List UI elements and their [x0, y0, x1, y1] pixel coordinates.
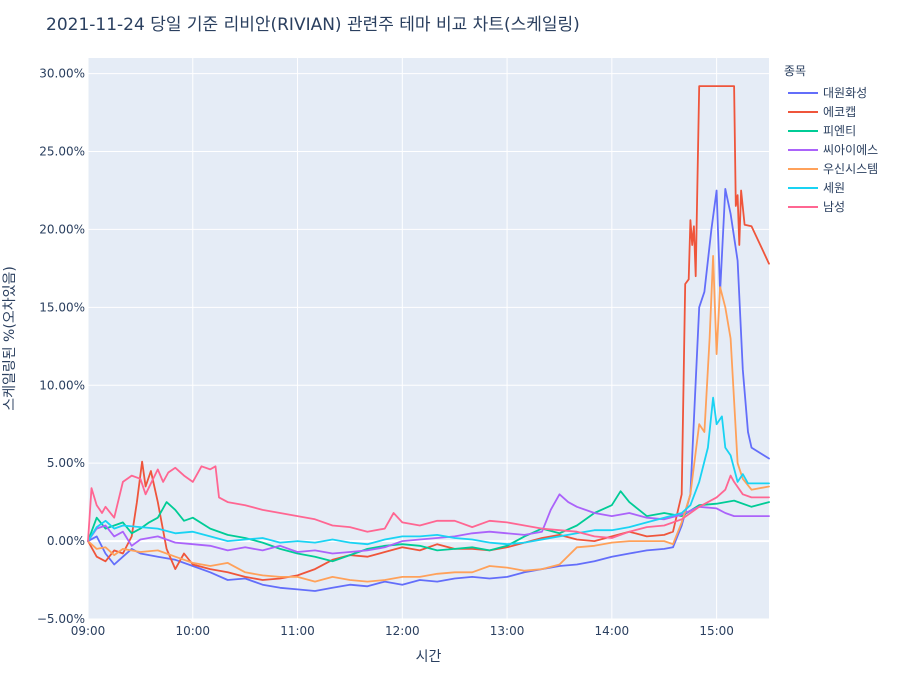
y-tick-label: 0.00% — [47, 534, 85, 548]
x-tick-label: 12:00 — [385, 624, 420, 638]
y-tick-label: −5.00% — [37, 612, 85, 626]
legend-item[interactable]: 남성 — [788, 200, 845, 214]
x-tick-label: 09:00 — [71, 624, 106, 638]
x-tick-label: 10:00 — [175, 624, 210, 638]
y-tick-label: 30.00% — [39, 67, 85, 81]
x-axis-title: 시간 — [416, 649, 442, 665]
grid-lines — [87, 58, 769, 620]
series-line-4 — [87, 493, 770, 555]
x-tick-label: 15:00 — [699, 624, 734, 638]
legend-item[interactable]: 에코캡 — [788, 105, 856, 119]
y-tick-label: 5.00% — [47, 456, 85, 470]
chart-title: 2021-11-24 당일 기준 리비안(RIVIAN) 관련주 테마 비교 차… — [46, 15, 580, 35]
series-line-7 — [87, 465, 770, 542]
series-line-3 — [87, 490, 770, 563]
y-axis-title: 스케일링된 %(오차있음) — [2, 266, 18, 411]
y-tick-label: 25.00% — [39, 145, 85, 159]
series-line-5 — [87, 255, 770, 583]
legend-title: 종목 — [784, 64, 806, 78]
y-tick-label: 10.00% — [39, 378, 85, 392]
legend-label: 피엔티 — [823, 124, 856, 138]
series-line-2 — [87, 85, 770, 581]
series-line-1 — [87, 188, 770, 592]
legend-item[interactable]: 대원화성 — [788, 86, 867, 100]
legend-item[interactable]: 우신시스템 — [788, 162, 878, 176]
y-tick-label: 15.00% — [39, 300, 85, 314]
legend-item[interactable]: 씨아이에스 — [788, 143, 878, 157]
legend-item[interactable]: 세원 — [788, 181, 845, 195]
legend-label: 에코캡 — [823, 105, 856, 119]
x-tick-label: 13:00 — [490, 624, 525, 638]
series-line-6 — [87, 396, 770, 546]
legend-item[interactable]: 피엔티 — [788, 124, 856, 138]
legend-label: 세원 — [823, 181, 845, 195]
legend-label: 대원화성 — [823, 86, 867, 100]
x-tick-label: 14:00 — [595, 624, 630, 638]
axes: −5.00% 0.00% 5.00% 10.00% 15.00% 20.00% 25.00%… — [37, 67, 734, 638]
legend-label: 남성 — [823, 200, 845, 214]
series-lines — [87, 85, 770, 592]
x-tick-label: 11:00 — [280, 624, 315, 638]
legend-label: 씨아이에스 — [823, 143, 878, 157]
y-tick-label: 20.00% — [39, 222, 85, 236]
legend-label: 우신시스템 — [823, 162, 878, 176]
